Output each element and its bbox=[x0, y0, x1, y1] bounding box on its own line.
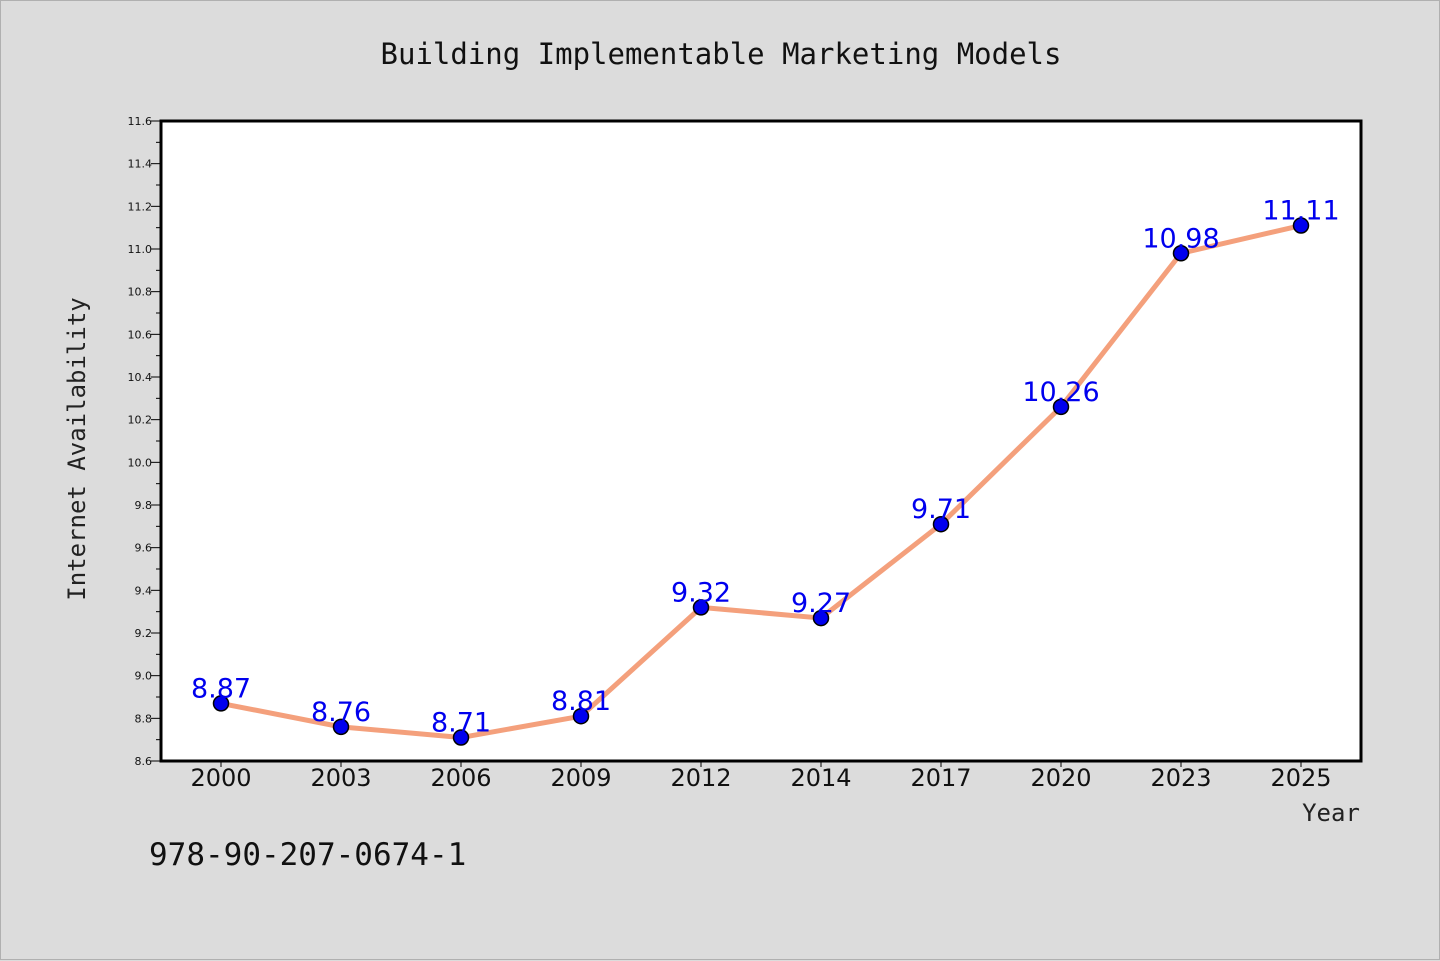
y-tick-label: 9.4 bbox=[135, 584, 153, 597]
x-tick-label: 2009 bbox=[550, 764, 611, 792]
x-tick-label: 2014 bbox=[790, 764, 851, 792]
data-point bbox=[932, 515, 950, 533]
y-tick-label: 8.8 bbox=[135, 712, 153, 725]
data-label: 8.81 bbox=[551, 686, 611, 717]
y-tick-label: 8.6 bbox=[135, 755, 153, 768]
data-point bbox=[1172, 245, 1190, 262]
data-point bbox=[332, 718, 350, 736]
data-label: 10.98 bbox=[1142, 223, 1219, 254]
x-tick-label: 2020 bbox=[1030, 764, 1091, 792]
x-tick-label: 2023 bbox=[1150, 764, 1211, 792]
data-label: 9.32 bbox=[671, 577, 731, 608]
y-tick-label: 10.0 bbox=[128, 456, 153, 469]
x-tick-label: 2025 bbox=[1270, 764, 1331, 792]
x-tick-label: 2000 bbox=[190, 764, 251, 792]
x-axis: 2000 2003 2006 2009 2012 2014 2017 2020 2023 2025 bbox=[190, 761, 1332, 792]
data-point bbox=[692, 599, 710, 616]
y-tick-label: 10.6 bbox=[128, 328, 153, 341]
x-tick-label: 2012 bbox=[670, 764, 731, 792]
data-label: 11.11 bbox=[1262, 196, 1339, 227]
y-axis-label: Internet Availability bbox=[63, 297, 91, 600]
x-tick-label: 2003 bbox=[310, 764, 371, 792]
chart-title: Building Implementable Marketing Models bbox=[381, 37, 1062, 71]
x-tick-label: 2006 bbox=[430, 764, 491, 792]
data-label: 8.71 bbox=[431, 708, 491, 739]
y-tick-label: 10.4 bbox=[128, 371, 153, 384]
plot-area bbox=[159, 119, 1363, 763]
data-point bbox=[812, 609, 830, 627]
y-tick-label: 9.0 bbox=[135, 670, 153, 683]
isbn-label: 978-90-207-0674-1 bbox=[149, 837, 466, 873]
data-point bbox=[572, 707, 590, 725]
y-tick-label: 9.8 bbox=[135, 499, 153, 512]
data-label: 8.87 bbox=[191, 673, 251, 704]
y-tick-label: 9.6 bbox=[135, 542, 153, 555]
data-label: 9.27 bbox=[791, 588, 851, 619]
y-tick-label: 11.0 bbox=[128, 243, 153, 256]
y-tick-label: 11.2 bbox=[128, 200, 153, 213]
series-line bbox=[220, 223, 1302, 741]
data-point bbox=[1292, 217, 1310, 234]
x-tick-label: 2017 bbox=[910, 764, 971, 792]
y-tick-label: 11.4 bbox=[128, 158, 153, 171]
data-label: 9.71 bbox=[911, 494, 971, 525]
data-point bbox=[212, 695, 230, 712]
x-axis-label: Year bbox=[1302, 799, 1360, 827]
y-tick-label: 10.8 bbox=[128, 286, 153, 299]
data-label: 10.26 bbox=[1022, 377, 1099, 408]
series-line-group bbox=[212, 217, 1310, 746]
data-label: 8.76 bbox=[311, 697, 371, 728]
data-point bbox=[452, 729, 470, 746]
data-labels: 8.87 8.76 8.71 8.81 9.32 9.27 9.71 10.26 10.98 11… bbox=[191, 196, 1340, 739]
y-axis: 8.6 8.8 9.0 9.2 9.4 9.6 9.8 10.0 10.2 10.4 10.6 10.… bbox=[128, 115, 161, 768]
y-tick-label: 9.2 bbox=[135, 627, 153, 640]
data-point bbox=[1052, 398, 1070, 416]
y-tick-label: 10.2 bbox=[128, 414, 153, 427]
y-tick-label: 11.6 bbox=[128, 115, 153, 128]
